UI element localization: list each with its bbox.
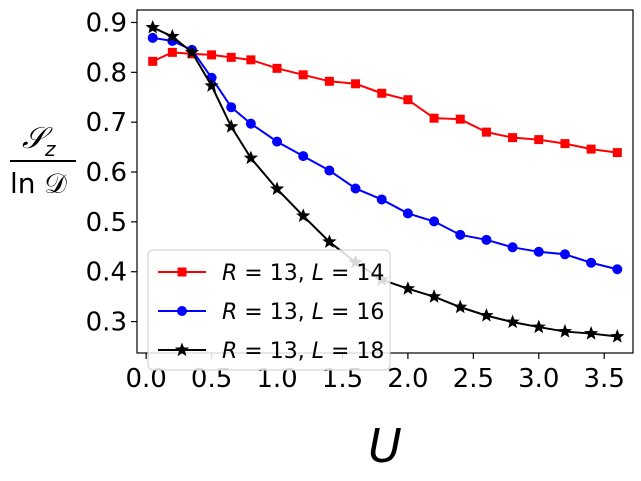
data-point (481, 234, 492, 245)
data-point (560, 139, 570, 149)
data-point (612, 148, 622, 158)
data-point (583, 326, 599, 340)
data-point (350, 183, 361, 194)
data-point (429, 216, 440, 227)
data-point (559, 249, 570, 260)
data-point (455, 229, 466, 240)
data-point (165, 28, 180, 43)
y-tick-label: 0.3 (86, 308, 127, 338)
y-tick-label: 0.7 (86, 108, 127, 138)
data-point (245, 118, 256, 129)
legend: R = 13, L = 14 R = 13, L = 16 R = 13, L = … (147, 249, 391, 371)
legend-marker (177, 267, 187, 277)
y-axis-ticks: 0.3 0.4 0.5 0.6 0.7 0.8 0.9 (86, 8, 137, 338)
x-tick-label: 2.5 (453, 364, 494, 394)
y-label-numerator-subscript: z (44, 137, 56, 161)
data-point (204, 78, 219, 92)
legend-label: R = 13, L = 14 (222, 261, 384, 286)
x-tick-label: 3.0 (518, 364, 559, 394)
legend-item-3: R = 13, L = 18 (158, 339, 384, 364)
data-point (481, 127, 491, 137)
data-point (298, 70, 308, 80)
legend-label: R = 13, L = 16 (222, 300, 384, 325)
data-point (376, 194, 387, 205)
data-point (226, 52, 236, 62)
data-point (479, 308, 494, 322)
data-point (377, 88, 387, 98)
data-point (531, 319, 546, 334)
data-point (147, 32, 158, 43)
data-point (269, 181, 285, 196)
x-tick-label: 3.5 (584, 364, 625, 394)
data-point (224, 119, 239, 133)
legend-marker (177, 306, 187, 316)
data-point (610, 329, 625, 343)
data-point (272, 136, 283, 147)
data-point (324, 76, 334, 86)
data-point (298, 151, 309, 162)
data-point (243, 150, 258, 165)
legend-item-1: R = 13, L = 14 (158, 261, 384, 286)
data-point (322, 234, 337, 248)
legend-box (147, 249, 391, 371)
x-axis-label: U (368, 419, 402, 473)
legend-item-2: R = 13, L = 16 (158, 300, 384, 325)
data-point (167, 47, 177, 57)
data-point (226, 102, 237, 113)
data-point (246, 55, 256, 65)
data-point (505, 314, 520, 329)
data-point (207, 50, 217, 60)
data-point (453, 299, 468, 314)
data-point (426, 289, 442, 303)
legend-marker (174, 342, 190, 357)
legend-label: R = 13, L = 18 (222, 339, 384, 364)
data-point (351, 79, 361, 89)
data-point (586, 144, 596, 154)
y-tick-label: 0.4 (86, 258, 127, 288)
data-point (455, 114, 465, 124)
data-point (296, 208, 311, 222)
series-2 (147, 32, 623, 275)
data-point (145, 19, 160, 34)
data-point (533, 246, 544, 257)
y-label-denominator: ln 𝒟 (10, 167, 67, 200)
data-point (534, 135, 544, 145)
y-tick-label: 0.8 (86, 58, 127, 88)
data-point (148, 56, 158, 66)
data-point (184, 44, 200, 59)
data-point (403, 95, 413, 105)
data-point (557, 324, 573, 338)
y-tick-label: 0.6 (86, 158, 127, 188)
data-point (508, 133, 518, 143)
x-tick-label: 2.0 (387, 364, 428, 394)
data-point (507, 242, 518, 253)
y-axis-label: 𝒮 z ln 𝒟 (10, 121, 76, 200)
data-point (402, 208, 413, 219)
data-point (429, 113, 439, 123)
data-point (586, 257, 597, 268)
data-point (400, 281, 416, 295)
y-tick-label: 0.5 (86, 208, 127, 238)
data-point (272, 63, 282, 73)
data-point (324, 165, 335, 176)
y-tick-label: 0.9 (86, 8, 127, 38)
data-point (612, 264, 623, 275)
